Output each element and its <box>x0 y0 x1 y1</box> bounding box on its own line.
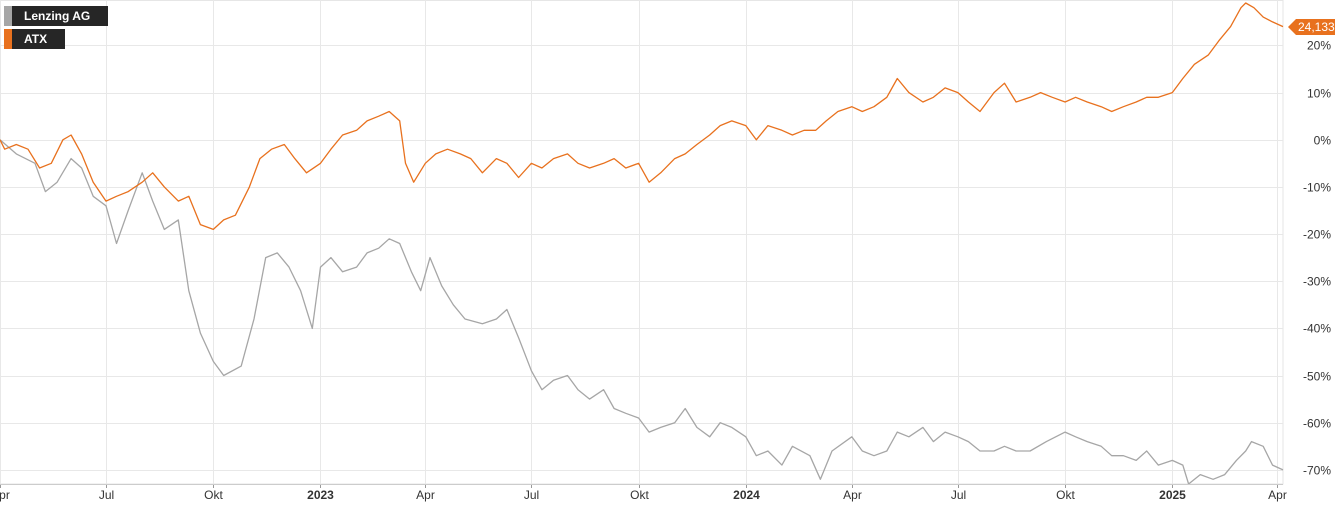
x-tick-label: Okt <box>630 488 649 502</box>
y-tick-label: 20% <box>1307 39 1331 53</box>
legend-label-lenzing: Lenzing AG <box>12 6 109 26</box>
x-tick-label: Apr <box>416 488 435 502</box>
y-axis: 20% 10% 0% -10% -20% -30% -40% -50% -60% -70% <box>1303 39 1331 478</box>
y-tick-label: -50% <box>1303 370 1331 384</box>
x-tick-label: Apr <box>843 488 862 502</box>
y-tick-label: -30% <box>1303 275 1331 289</box>
plot-frame <box>0 0 1284 485</box>
horizontal-gridlines <box>0 0 1284 485</box>
x-tick-label: 2024 <box>733 488 760 502</box>
y-tick-label: -70% <box>1303 464 1331 478</box>
legend-item-atx[interactable]: ATX <box>4 29 108 49</box>
y-tick-label: 10% <box>1307 87 1331 101</box>
x-tick-label: 2023 <box>307 488 334 502</box>
vertical-gridlines <box>0 0 1278 484</box>
y-tick-label: 0% <box>1314 134 1332 148</box>
y-tick-label: -10% <box>1303 181 1331 195</box>
badge-pointer <box>1288 19 1296 35</box>
y-tick-label: -60% <box>1303 417 1331 431</box>
legend-swatch-lenzing <box>4 6 12 26</box>
x-tick-label: Okt <box>204 488 223 502</box>
series-line-lenzing <box>0 139 1284 485</box>
x-tick-label: Jul <box>524 488 539 502</box>
x-tick-label: Okt <box>1056 488 1075 502</box>
series-line-atx <box>0 2 1284 231</box>
legend-item-lenzing[interactable]: Lenzing AG <box>4 6 109 26</box>
x-tick-label: 2025 <box>1159 488 1186 502</box>
x-axis: Apr Jul Okt 2023 Apr Jul Okt 2024 Apr Jul Okt 2025 A… <box>0 484 1287 502</box>
x-tick-label: Jul <box>951 488 966 502</box>
x-tick-label: Jul <box>99 488 114 502</box>
y-tick-label: -40% <box>1303 322 1331 336</box>
last-value-text: 24,133 <box>1296 19 1335 35</box>
legend-label-atx: ATX <box>12 29 66 49</box>
last-value-badge: 24,133 <box>1288 19 1335 35</box>
legend-swatch-atx <box>4 29 12 49</box>
x-tick-label: Apr <box>1268 488 1287 502</box>
legend: Lenzing AG ATX <box>4 6 109 52</box>
y-tick-label: -20% <box>1303 228 1331 242</box>
series-lines <box>0 2 1284 485</box>
x-tick-label: Apr <box>0 488 10 502</box>
